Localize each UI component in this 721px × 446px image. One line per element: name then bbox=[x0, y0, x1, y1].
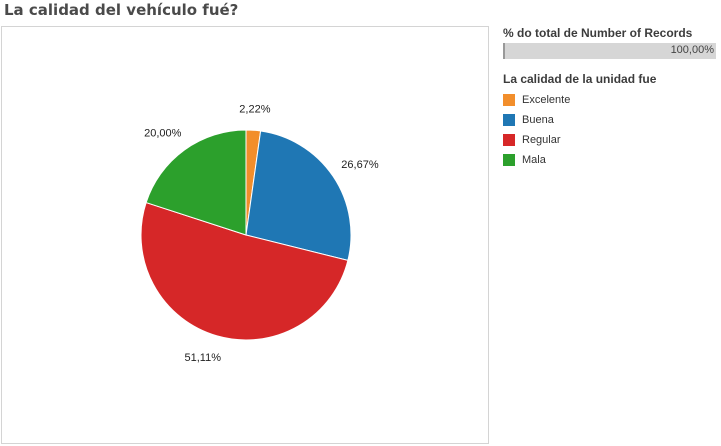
legend-item-buena[interactable]: Buena bbox=[503, 110, 718, 130]
legend-item-excelente[interactable]: Excelente bbox=[503, 90, 718, 110]
legend-swatch bbox=[503, 114, 515, 126]
size-legend-title: % do total de Number of Records bbox=[503, 26, 693, 40]
pie-slice-regular[interactable] bbox=[140, 201, 349, 341]
legend-swatch bbox=[503, 154, 515, 166]
legend-item-label: Excelente bbox=[522, 94, 571, 106]
legend-swatch bbox=[503, 134, 515, 146]
legend-item-label: Buena bbox=[522, 114, 554, 126]
size-legend-bar: 100,00% bbox=[503, 43, 716, 59]
size-legend-value: 100,00% bbox=[670, 44, 714, 56]
pie-chart-pane: 2,22% 26,67% 51,11% 20,00% bbox=[1, 26, 489, 444]
pie-slice-buena[interactable] bbox=[245, 130, 352, 262]
pie-slice-label-mala: 20,00% bbox=[144, 127, 182, 139]
pie-slice-label-buena: 26,67% bbox=[341, 159, 379, 171]
legend-swatch bbox=[503, 94, 515, 106]
pie-slice-mala[interactable] bbox=[145, 129, 247, 236]
page-title: La calidad del vehículo fué? bbox=[4, 1, 239, 19]
legend-item-label: Mala bbox=[522, 154, 546, 166]
pie-slice-label-regular: 51,11% bbox=[185, 352, 222, 364]
legend-item-regular[interactable]: Regular bbox=[503, 130, 718, 150]
legend-item-mala[interactable]: Mala bbox=[503, 150, 718, 170]
color-legend-list: Excelente Buena Regular Mala bbox=[503, 90, 718, 170]
legend-item-label: Regular bbox=[522, 134, 561, 146]
color-legend-title: La calidad de la unidad fue bbox=[503, 72, 657, 86]
legend-pane: % do total de Number of Records 100,00% … bbox=[503, 26, 718, 170]
pie-chart: 2,22% 26,67% 51,11% 20,00% bbox=[140, 103, 379, 364]
size-legend-bar-fill bbox=[505, 43, 716, 59]
pie-slice-label-excelente: 2,22% bbox=[239, 103, 270, 115]
